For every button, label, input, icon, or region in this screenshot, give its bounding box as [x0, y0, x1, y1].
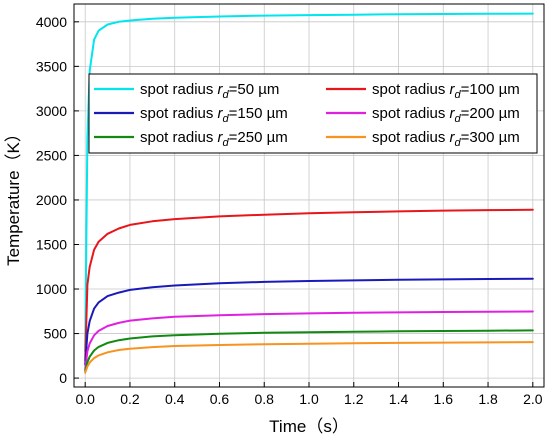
legend-label-1: spot radius rd=50 µm	[140, 81, 279, 101]
legend-label-4: spot radius rd=200 µm	[372, 105, 520, 125]
x-axis-title: Time（s）	[269, 417, 349, 436]
x-tick-label: 0.6	[210, 391, 230, 407]
series-line-2	[84, 208, 534, 362]
legend: spot radius rd=50 µm spot radius rd=100 µ…	[88, 73, 538, 154]
y-axis-title: Temperature（K）	[4, 125, 23, 266]
series-line-6	[84, 341, 534, 374]
y-tick-label: 1500	[36, 236, 67, 252]
x-tick-label: 0.0	[75, 391, 95, 407]
x-tick-label: 1.6	[434, 391, 454, 407]
series-line-4	[84, 310, 534, 371]
series-lines	[84, 12, 534, 374]
series-line-3	[84, 277, 534, 366]
y-tick-label: 0	[59, 370, 67, 386]
y-tick-label: 500	[44, 326, 68, 342]
legend-label-2: spot radius rd=100 µm	[372, 81, 520, 101]
x-tick-label: 2.0	[523, 391, 543, 407]
y-tick-label: 2500	[36, 147, 67, 163]
legend-label-6: spot radius rd=300 µm	[372, 129, 520, 149]
x-tick-label: 1.2	[344, 391, 364, 407]
y-tick-label: 3000	[36, 103, 67, 119]
x-tick-label: 1.4	[389, 391, 409, 407]
x-tick-label: 0.2	[120, 391, 140, 407]
series-line-1	[84, 12, 534, 353]
series-line-5	[84, 329, 534, 372]
y-tick-label: 4000	[36, 14, 67, 30]
y-tick-label: 1000	[36, 281, 67, 297]
x-tick-label: 1.0	[299, 391, 319, 407]
grid	[74, 4, 544, 387]
x-tick-label: 1.8	[478, 391, 498, 407]
legend-box	[88, 73, 538, 154]
y-tick-label: 3500	[36, 58, 67, 74]
legend-label-5: spot radius rd=250 µm	[140, 129, 288, 149]
y-tick-label: 2000	[36, 192, 67, 208]
x-tick-label: 0.4	[165, 391, 185, 407]
legend-label-3: spot radius rd=150 µm	[140, 105, 288, 125]
axis-ticks: 0.0 0.2 0.4 0.6 0.8 1.0 1.2 1.4 1.6 1.8 2.0 0 500 100…	[36, 14, 543, 407]
x-tick-label: 0.8	[255, 391, 275, 407]
